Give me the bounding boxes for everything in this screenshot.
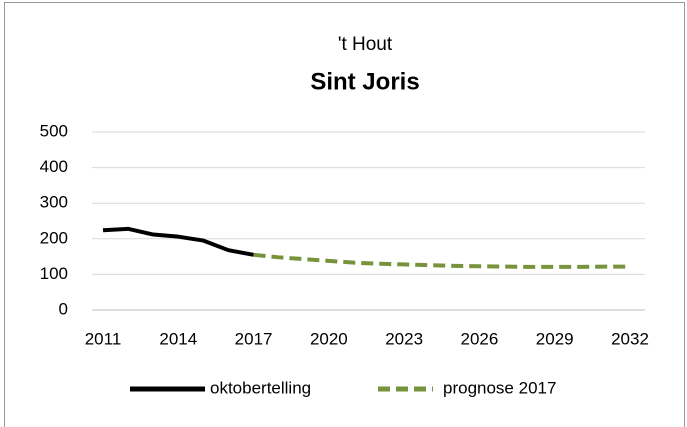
y-tick-label: 400 bbox=[40, 157, 68, 176]
y-tick-label: 100 bbox=[40, 264, 68, 283]
x-tick-label: 2020 bbox=[310, 329, 348, 348]
series-line bbox=[253, 252, 630, 269]
y-tick-label: 500 bbox=[40, 121, 68, 140]
x-tick-label: 2017 bbox=[235, 329, 273, 348]
y-tick-label: 300 bbox=[40, 193, 68, 212]
x-tick-label: 2011 bbox=[85, 329, 122, 348]
legend-label: prognose 2017 bbox=[443, 378, 556, 397]
chart-frame bbox=[4, 2, 685, 427]
x-tick-label: 2023 bbox=[385, 329, 423, 348]
series-line bbox=[102, 226, 254, 257]
chart-subtitle: Sint Joris bbox=[310, 68, 419, 95]
x-tick-label: 2026 bbox=[461, 329, 499, 348]
chart-title: 't Hout bbox=[338, 34, 393, 55]
x-tick-label: 2029 bbox=[536, 329, 574, 348]
legend-label: oktobertelling bbox=[210, 378, 311, 397]
y-tick-label: 0 bbox=[59, 299, 68, 318]
x-tick-label: 2014 bbox=[159, 329, 197, 348]
x-tick-label: 2032 bbox=[611, 329, 649, 348]
y-tick-label: 200 bbox=[40, 228, 68, 247]
